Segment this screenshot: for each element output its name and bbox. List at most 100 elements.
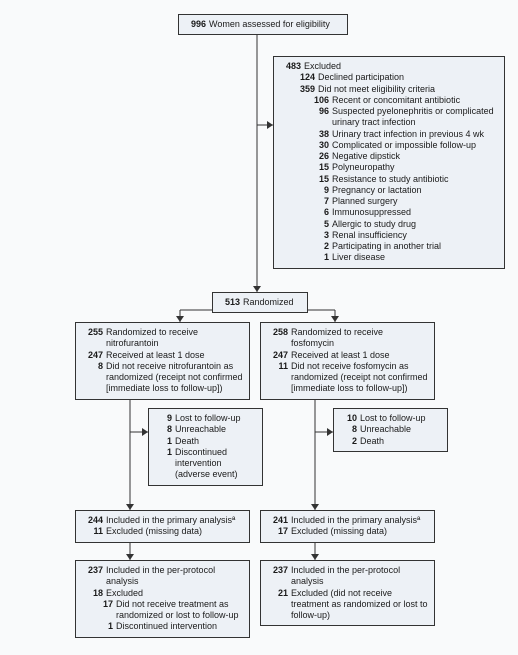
left-un-t: Unreachable <box>175 424 256 435</box>
exclusion-reason-n: 3 <box>308 230 332 241</box>
exclusion-reason-row: 15Resistance to study antibiotic <box>280 174 498 185</box>
excluded-box: 483Excluded 124Declined participation 35… <box>273 56 505 269</box>
right-un-n: 8 <box>340 424 360 435</box>
right-primary-inc: Included in the primary analysisª <box>291 515 428 526</box>
right-lost-n: 10 <box>340 413 360 424</box>
exclusion-reason-t: Participating in another trial <box>332 241 498 252</box>
exclusion-reason-t: Pregnancy or lactation <box>332 185 498 196</box>
exclusion-reason-n: 96 <box>308 106 332 129</box>
left-pp-box: 237Included in the per-protocol analysis… <box>75 560 250 638</box>
left-pp-r2: Discontinued intervention <box>116 621 243 632</box>
exclusion-reason-t: Renal insufficiency <box>332 230 498 241</box>
exclusion-reason-n: 15 <box>308 162 332 173</box>
right-primary-inc-n: 241 <box>267 515 291 526</box>
exclusion-reason-row: 1Liver disease <box>280 252 498 263</box>
exclusion-reason-row: 7Planned surgery <box>280 196 498 207</box>
eligibility-box: 996Women assessed for eligibility <box>178 14 348 35</box>
left-primary-inc-n: 244 <box>82 515 106 526</box>
left-primary-box: 244Included in the primary analysisª 11E… <box>75 510 250 543</box>
exclusion-reason-n: 2 <box>308 241 332 252</box>
exclusion-reason-row: 96Suspected pyelonephritis or complicate… <box>280 106 498 129</box>
left-pp-inc: Included in the per-protocol analysis <box>106 565 243 588</box>
excluded-n: 483 <box>280 61 304 72</box>
right-d-n: 2 <box>340 436 360 447</box>
randomized-box: 513Randomized <box>212 292 308 313</box>
right-recv-n: 247 <box>267 350 291 361</box>
left-un-n: 8 <box>155 424 175 435</box>
exclusion-reason-t: Recent or concomitant antibiotic <box>332 95 498 106</box>
right-alloc-box: 258Randomized to receive fosfomycin 247R… <box>260 322 435 400</box>
right-d-t: Death <box>360 436 441 447</box>
right-pp-box: 237Included in the per-protocol analysis… <box>260 560 435 626</box>
exclusion-reason-row: 26Negative dipstick <box>280 151 498 162</box>
right-recv-t: Received at least 1 dose <box>291 350 428 361</box>
consort-flowchart: 996Women assessed for eligibility 483Exc… <box>0 0 518 655</box>
exclusion-reason-n: 7 <box>308 196 332 207</box>
right-alloc-t: Randomized to receive fosfomycin <box>291 327 428 350</box>
left-pp-ex-n: 18 <box>82 588 106 599</box>
exclusion-reason-t: Negative dipstick <box>332 151 498 162</box>
right-not-n: 11 <box>267 361 291 395</box>
exclusion-reason-n: 26 <box>308 151 332 162</box>
right-lost-t: Lost to follow-up <box>360 413 441 424</box>
left-primary-ex-n: 11 <box>82 526 106 537</box>
left-recv-n: 247 <box>82 350 106 361</box>
exclusion-reason-n: 9 <box>308 185 332 196</box>
exclusion-reason-n: 1 <box>308 252 332 263</box>
right-primary-box: 241Included in the primary analysisª 17E… <box>260 510 435 543</box>
left-not-t: Did not receive nitrofurantoin as random… <box>106 361 243 395</box>
left-alloc-n: 255 <box>82 327 106 350</box>
excluded-label: Excluded <box>304 61 498 72</box>
left-pp-r2-n: 1 <box>96 621 116 632</box>
exclusion-reason-row: 5Allergic to study drug <box>280 219 498 230</box>
left-disc-n: 1 <box>155 447 175 481</box>
right-pp-inc-n: 237 <box>267 565 291 588</box>
left-primary-ex: Excluded (missing data) <box>106 526 243 537</box>
exclusion-reason-row: 2Participating in another trial <box>280 241 498 252</box>
exclusion-reason-n: 5 <box>308 219 332 230</box>
exclusion-reason-t: Immunosuppressed <box>332 207 498 218</box>
exclusion-reason-n: 15 <box>308 174 332 185</box>
exclusion-reason-n: 106 <box>308 95 332 106</box>
right-primary-ex: Excluded (missing data) <box>291 526 428 537</box>
notmeet-n: 359 <box>294 84 318 95</box>
randomized-n: 513 <box>219 297 243 308</box>
left-pp-r1: Did not receive treatment as randomized … <box>116 599 243 622</box>
right-alloc-n: 258 <box>267 327 291 350</box>
exclusion-reason-row: 15Polyneuropathy <box>280 162 498 173</box>
exclusion-reason-t: Liver disease <box>332 252 498 263</box>
exclusion-reason-t: Allergic to study drug <box>332 219 498 230</box>
eligibility-label: Women assessed for eligibility <box>209 19 341 30</box>
left-recv-t: Received at least 1 dose <box>106 350 243 361</box>
left-alloc-box: 255Randomized to receive nitrofurantoin … <box>75 322 250 400</box>
exclusion-reason-row: 6Immunosuppressed <box>280 207 498 218</box>
left-pp-ex: Excluded <box>106 588 243 599</box>
randomized-label: Randomized <box>243 297 301 308</box>
eligibility-n: 996 <box>185 19 209 30</box>
exclusion-reason-row: 38Urinary tract infection in previous 4 … <box>280 129 498 140</box>
right-primary-ex-n: 17 <box>267 526 291 537</box>
right-pp-inc: Included in the per-protocol analysis <box>291 565 428 588</box>
exclusion-reason-n: 38 <box>308 129 332 140</box>
exclusion-reason-n: 30 <box>308 140 332 151</box>
right-fu-box: 10Lost to follow-up 8Unreachable 2Death <box>333 408 448 452</box>
left-fu-box: 9Lost to follow-up 8Unreachable 1Death 1… <box>148 408 263 486</box>
exclusion-reason-t: Polyneuropathy <box>332 162 498 173</box>
left-not-n: 8 <box>82 361 106 395</box>
exclusion-reason-n: 6 <box>308 207 332 218</box>
declined-n: 124 <box>294 72 318 83</box>
exclusion-reason-t: Resistance to study antibiotic <box>332 174 498 185</box>
declined-label: Declined participation <box>318 72 498 83</box>
left-d-t: Death <box>175 436 256 447</box>
exclusion-reason-t: Complicated or impossible follow-up <box>332 140 498 151</box>
left-pp-r1-n: 17 <box>96 599 116 622</box>
exclusion-reason-row: 30Complicated or impossible follow-up <box>280 140 498 151</box>
right-not-t: Did not receive fosfomycin as randomized… <box>291 361 428 395</box>
notmeet-label: Did not meet eligibility criteria <box>318 84 498 95</box>
exclusion-reason-row: 9Pregnancy or lactation <box>280 185 498 196</box>
exclusion-reason-t: Urinary tract infection in previous 4 wk <box>332 129 498 140</box>
right-pp-ex: Excluded (did not receive treatment as r… <box>291 588 428 622</box>
left-disc-t: Discontinued intervention (adverse event… <box>175 447 256 481</box>
exclusion-reason-row: 106Recent or concomitant antibiotic <box>280 95 498 106</box>
left-d-n: 1 <box>155 436 175 447</box>
